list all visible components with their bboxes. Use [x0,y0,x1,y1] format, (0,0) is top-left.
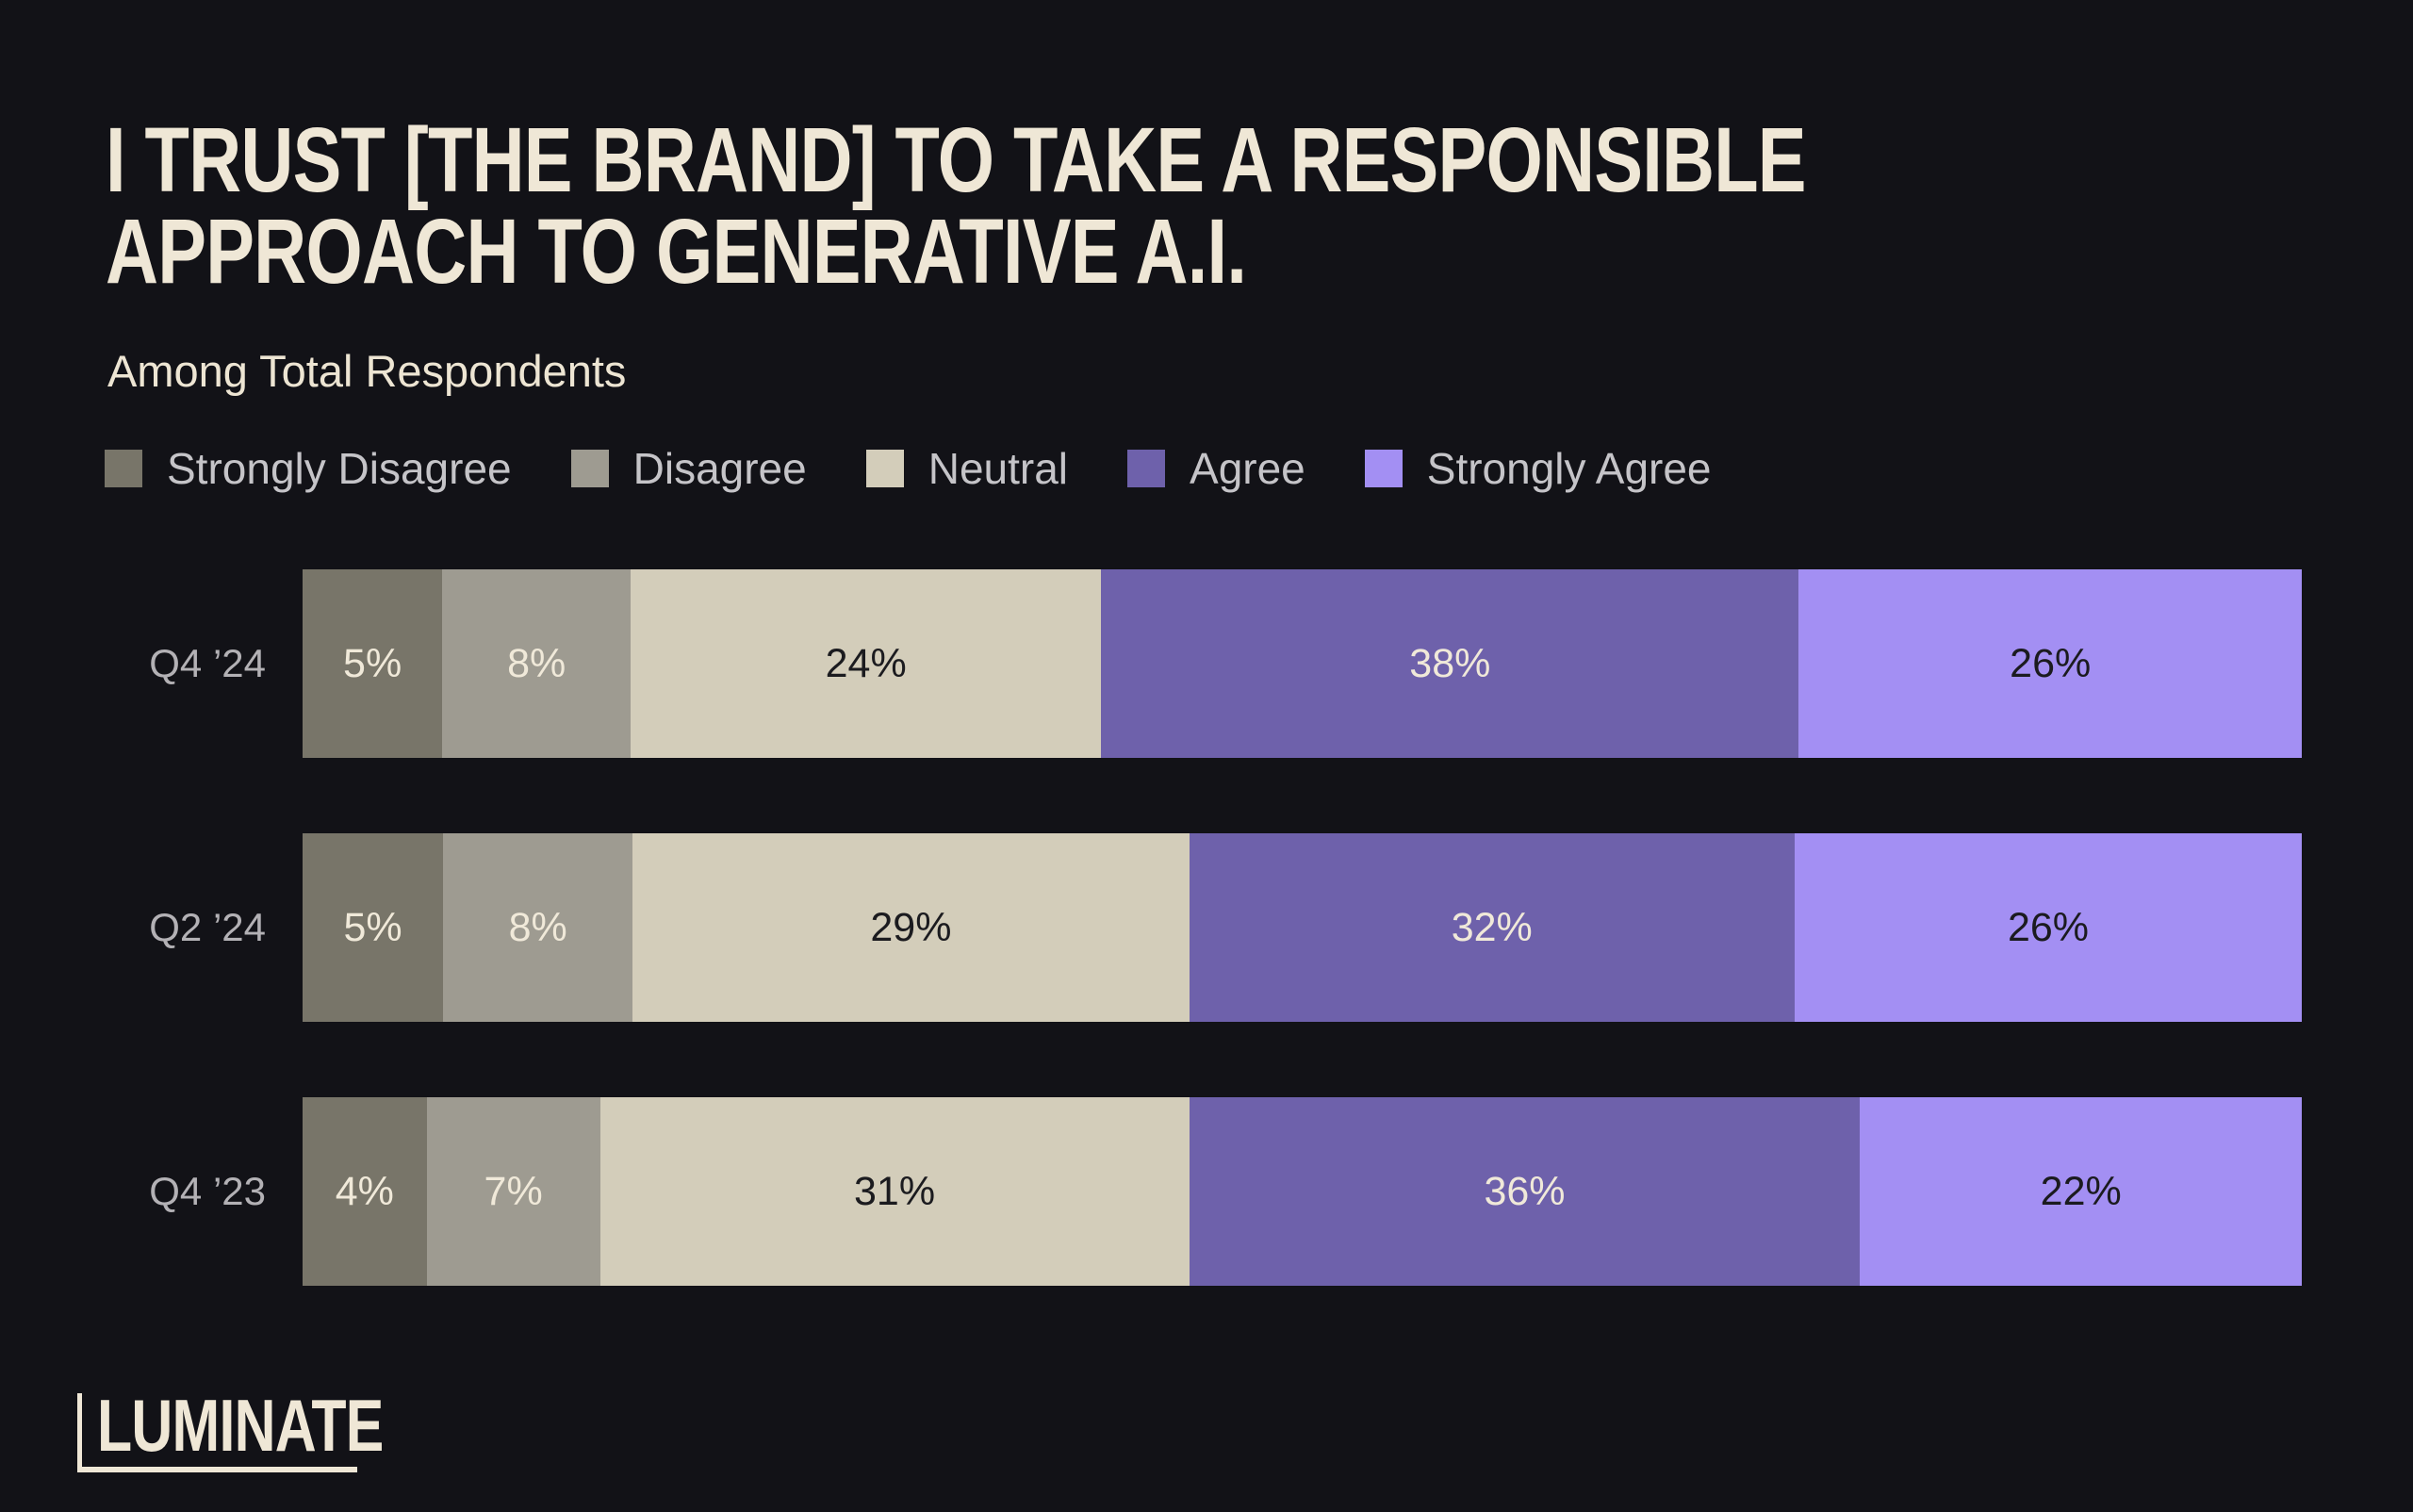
legend-swatch-icon [105,450,142,487]
bar-segment: 29% [632,833,1190,1022]
category-label: Q4 ’24 [149,641,266,685]
bar-segment: 22% [1860,1097,2302,1286]
segment-value-label: 5% [343,904,402,950]
legend-item-label: Disagree [632,444,807,493]
bar-segment: 5% [303,833,444,1022]
segment-value-label: 29% [870,904,952,950]
legend: Strongly Disagree Disagree Neutral Agree Str… [105,443,1712,494]
stacked-bar: 5% 8% 29% 32% 26% [303,833,2303,1022]
category-label: Q2 ’24 [149,905,266,949]
bar-segment: 24% [631,569,1102,758]
luminate-logo-text: LUMINATE [97,1384,384,1467]
bar-segment: 5% [303,569,443,758]
bar-segment: 8% [442,569,632,758]
chart-subtitle: Among Total Respondents [107,346,627,396]
bar-segment: 8% [443,833,633,1022]
legend-item: Strongly Agree [1364,443,1712,494]
legend-swatch-icon [1127,450,1166,487]
legend-item-label: Strongly Disagree [167,444,512,493]
chart-row: Q4 ’23 4% 7% 31% 36% 22% [0,1097,2413,1286]
segment-value-label: 8% [507,640,566,686]
segment-value-label: 32% [1451,904,1533,950]
segment-value-label: 7% [484,1168,543,1214]
segment-value-label: 8% [508,904,567,950]
segment-value-label: 31% [853,1168,936,1214]
luminate-logo: LUMINATE [77,1389,384,1472]
segment-value-label: 5% [343,640,402,686]
legend-item: Agree [1127,443,1305,494]
stacked-bar: 4% 7% 31% 36% 22% [303,1097,2302,1286]
chart-row: Q4 ’24 5% 8% 24% 38% 26% [0,569,2413,758]
stacked-bar-chart: Q4 ’24 5% 8% 24% 38% 26% Q2 ’24 5% 8% 29% 32% 26% Q4… [0,569,2413,1361]
chart-title: I TRUST [THE BRAND] TO TAKE A RESPONSIBL… [106,108,1807,303]
bar-segment: 7% [426,1097,600,1286]
segment-value-label: 26% [2010,640,2092,686]
legend-swatch-icon [1364,450,1403,487]
segment-value-label: 24% [825,640,907,686]
segment-value-label: 22% [2040,1168,2122,1214]
stacked-bar: 5% 8% 24% 38% 26% [303,569,2302,758]
legend-item-label: Strongly Agree [1426,444,1712,493]
legend-item: Neutral [865,443,1069,494]
legend-item: Disagree [570,443,807,494]
legend-swatch-icon [865,450,904,487]
category-label: Q4 ’23 [149,1169,266,1213]
bar-segment: 26% [1798,569,2302,758]
segment-value-label: 26% [2007,904,2090,950]
chart-row: Q2 ’24 5% 8% 29% 32% 26% [0,833,2413,1022]
legend-item-label: Neutral [927,444,1069,493]
bar-segment: 38% [1101,569,1799,758]
bar-segment: 31% [599,1097,1190,1286]
legend-item: Strongly Disagree [105,443,512,494]
segment-value-label: 4% [335,1168,394,1214]
chart-title-line-2: APPROACH TO GENERATIVE A.I. [106,200,1247,303]
segment-value-label: 38% [1409,640,1491,686]
bar-segment: 26% [1794,833,2303,1022]
bar-segment: 32% [1189,833,1795,1022]
bar-segment: 36% [1189,1097,1861,1286]
chart-title-line-1: I TRUST [THE BRAND] TO TAKE A RESPONSIBL… [106,108,1807,211]
bar-segment: 4% [303,1097,427,1286]
legend-swatch-icon [570,450,609,487]
legend-item-label: Agree [1190,444,1305,493]
segment-value-label: 36% [1484,1168,1566,1214]
